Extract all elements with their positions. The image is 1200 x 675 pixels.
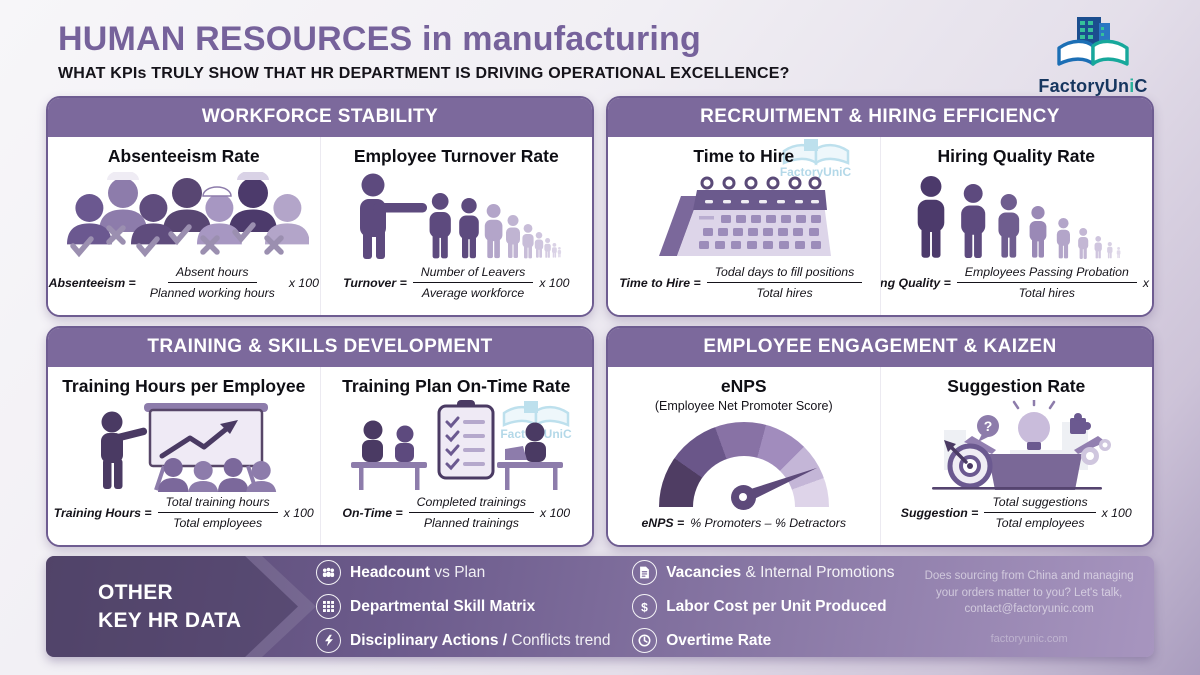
kpi-enps: eNPS (Employee Net Promoter Score) eNPS … (608, 367, 880, 545)
kpi-training-plan-on-time: FactoryUniC Training Plan On-Time Rate (319, 367, 593, 545)
enps-formula: eNPS = % Promoters – % Detractors (641, 516, 847, 530)
suggestion-formula: Suggestion = Total suggestions Total empl… (900, 495, 1132, 530)
leaving-employees-queue-icon (339, 167, 574, 265)
time-to-hire-formula: Time to Hire = Todal days to fill positi… (619, 265, 868, 315)
skill-matrix-icon (316, 594, 341, 619)
logo-text: FactoryUniC (1038, 76, 1148, 96)
kpi-training-hours: Training Hours per Employee (48, 367, 320, 545)
hiring-quality-formula: Hiring Quality = Employees Passing Proba… (880, 265, 1152, 300)
people-icon (316, 560, 341, 585)
panel-training-skills: TRAINING & SKILLS DEVELOPMENT Training H… (46, 326, 594, 547)
panel-title: EMPLOYEE ENGAGEMENT & KAIZEN (608, 328, 1152, 367)
footer-item-skill-matrix: Departmental Skill Matrix (316, 594, 618, 619)
enps-gauge-icon (658, 413, 830, 516)
panel-engagement-kaizen: EMPLOYEE ENGAGEMENT & KAIZEN eNPS (Emplo… (606, 326, 1154, 547)
kpi-absenteeism-rate: Absenteeism Rate (48, 137, 320, 315)
svg-text:$: $ (641, 600, 648, 614)
footer-contact-text: Does sourcing from China and managing yo… (924, 569, 1134, 616)
trainer-presentation-icon (66, 397, 301, 495)
footer-item-headcount: Headcount vs Plan (316, 560, 618, 585)
page-header: HUMAN RESOURCES in manufacturing WHAT KP… (58, 17, 1158, 96)
panel-title: TRAINING & SKILLS DEVELOPMENT (48, 328, 592, 367)
page-subtitle: WHAT KPIs TRULY SHOW THAT HR DEPARTMENT … (58, 64, 790, 82)
training-hours-formula: Training Hours = Total training hours Tot… (53, 495, 314, 530)
panel-recruitment-hiring: RECRUITMENT & HIRING EFFICIENCY FactoryU… (606, 96, 1154, 317)
workers-attendance-check-icons (59, 167, 309, 265)
footer-item-vacancies: Vacancies & Internal Promotions (632, 560, 918, 585)
kpi-panels-grid: WORKFORCE STABILITY Absenteeism Rate (46, 96, 1154, 547)
panel-workforce-stability: WORKFORCE STABILITY Absenteeism Rate (46, 96, 594, 317)
footer-heading: OTHER KEY HR DATA (46, 556, 298, 657)
kpi-hiring-quality-rate: Hiring Quality Rate Hiri (879, 137, 1152, 315)
candidates-lineup-icon (904, 167, 1129, 265)
absenteeism-formula: Absenteeism = Absent hours Planned workin… (48, 265, 319, 300)
panel-title: WORKFORCE STABILITY (48, 98, 592, 137)
on-time-formula: On-Time = Completed trainings Planned tra… (342, 495, 571, 530)
clock-icon (632, 628, 658, 653)
footer-item-labor-cost: $ Labor Cost per Unit Produced (632, 594, 918, 619)
page-title: HUMAN RESOURCES in manufacturing (58, 20, 701, 58)
factoryunic-logo: FactoryUniC (1028, 12, 1158, 97)
kpi-employee-turnover-rate: Employee Turnover Rate (319, 137, 593, 315)
panel-title: RECRUITMENT & HIRING EFFICIENCY (608, 98, 1152, 137)
book-building-logo-icon (1050, 12, 1136, 75)
kpi-suggestion-rate: Suggestion Rate ? (879, 367, 1153, 545)
turnover-formula: Turnover = Number of Leavers Average work… (343, 265, 570, 300)
footer-item-disciplinary: Disciplinary Actions / Conflicts trend (316, 628, 618, 653)
footer-website: factoryunic.com (990, 633, 1068, 645)
footer-item-overtime: Overtime Rate (632, 628, 918, 653)
desk-calendar-icon (641, 167, 846, 265)
idea-suggestion-box-icon: ? (914, 397, 1119, 495)
vacancy-document-icon (632, 560, 658, 585)
other-key-hr-data-bar: OTHER KEY HR DATA Headcount vs Plan (46, 556, 1154, 657)
training-checklist-icon (339, 397, 574, 495)
dollar-icon: $ (632, 594, 658, 619)
lightning-icon (316, 628, 341, 653)
svg-text:?: ? (983, 418, 992, 434)
kpi-time-to-hire: FactoryUniC Time to Hire (608, 137, 880, 315)
